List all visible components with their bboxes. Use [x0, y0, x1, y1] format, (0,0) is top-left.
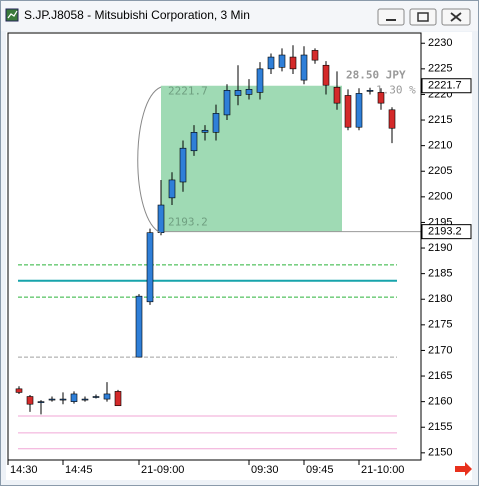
scroll-arrow[interactable]: [455, 462, 472, 476]
x-tick-label: 14:30: [10, 464, 38, 476]
candle-body: [278, 54, 286, 68]
candle-body: [92, 396, 100, 398]
candle-body: [245, 89, 253, 95]
y-tick-label: 2230: [428, 37, 452, 49]
candle-body: [48, 398, 56, 401]
candle-body: [146, 232, 154, 303]
candle-body: [355, 93, 363, 128]
y-tick-label: 2170: [428, 344, 452, 356]
y-tick-label: 2175: [428, 319, 452, 331]
candle-body: [333, 86, 341, 104]
candle-body: [15, 388, 23, 393]
box-change-pct: 1.30 %: [376, 84, 416, 97]
candle-body: [322, 64, 330, 86]
candle-body: [311, 50, 319, 61]
candle-body: [114, 391, 122, 407]
measure-box: [161, 85, 342, 232]
y-tick-label: 2205: [428, 165, 452, 177]
candle-body: [26, 396, 34, 405]
candle-body: [267, 56, 275, 70]
y-tick-label: 2150: [428, 447, 452, 459]
icon-glyph: [7, 10, 18, 19]
candle-body: [366, 90, 374, 92]
candle-body: [201, 129, 209, 133]
window-title: S.JP.J8058 - Mitsubishi Corporation, 3 M…: [24, 8, 250, 22]
candle-body: [212, 113, 220, 133]
y-tick-label: 2185: [428, 268, 452, 280]
box-change: 28.50 JPY: [346, 69, 406, 82]
candle-body: [59, 398, 67, 401]
price-marker: [421, 78, 472, 94]
candle-body: [157, 204, 165, 233]
y-tick-label: 2160: [428, 396, 452, 408]
y-tick-label: 2165: [428, 370, 452, 382]
x-tick-label: 21-10:00: [361, 464, 404, 476]
candle-body: [377, 92, 385, 104]
candle-body: [234, 90, 242, 96]
price-marker-label: 2193.2: [428, 226, 462, 238]
price-marker-label: 2221.7: [428, 80, 462, 92]
candle-body: [190, 132, 198, 152]
candle-body: [256, 68, 264, 93]
x-tick-label: 21-09:00: [141, 464, 184, 476]
candle-body: [168, 179, 176, 199]
candle-body: [223, 90, 231, 116]
y-tick-label: 2200: [428, 191, 452, 203]
box-low-label: 2193.2: [168, 216, 208, 229]
candle-body: [344, 95, 352, 128]
y-tick-label: 2155: [428, 421, 452, 433]
plot: 2221.7 2193.2 28.50 JPY 1.30 %: [15, 45, 421, 450]
plot-border: [7, 32, 422, 461]
candle-body: [81, 398, 89, 401]
measure-arc: [137, 86, 162, 234]
x-tick-label: 09:45: [306, 464, 334, 476]
x-tick-label: 09:30: [251, 464, 279, 476]
y-tick-label: 2210: [428, 140, 452, 152]
candle-body: [70, 393, 78, 402]
candle-body: [37, 401, 45, 403]
y-tick-label: 2190: [428, 242, 452, 254]
candle-body: [135, 295, 143, 358]
candle-body: [179, 147, 187, 183]
box-high-label: 2221.7: [168, 85, 208, 98]
maximize-button[interactable]: [409, 8, 437, 26]
minimize-button[interactable]: [377, 8, 405, 26]
y-tick-label: 2215: [428, 114, 452, 126]
candle-body: [300, 54, 308, 81]
y-tick-label: 2180: [428, 293, 452, 305]
candle-body: [103, 393, 111, 400]
close-button[interactable]: [441, 8, 471, 26]
y-tick-label: 2225: [428, 63, 452, 75]
price-marker: [421, 224, 472, 240]
x-tick-label: 14:45: [65, 464, 93, 476]
candle-body: [388, 109, 396, 129]
candle-body: [289, 56, 297, 70]
